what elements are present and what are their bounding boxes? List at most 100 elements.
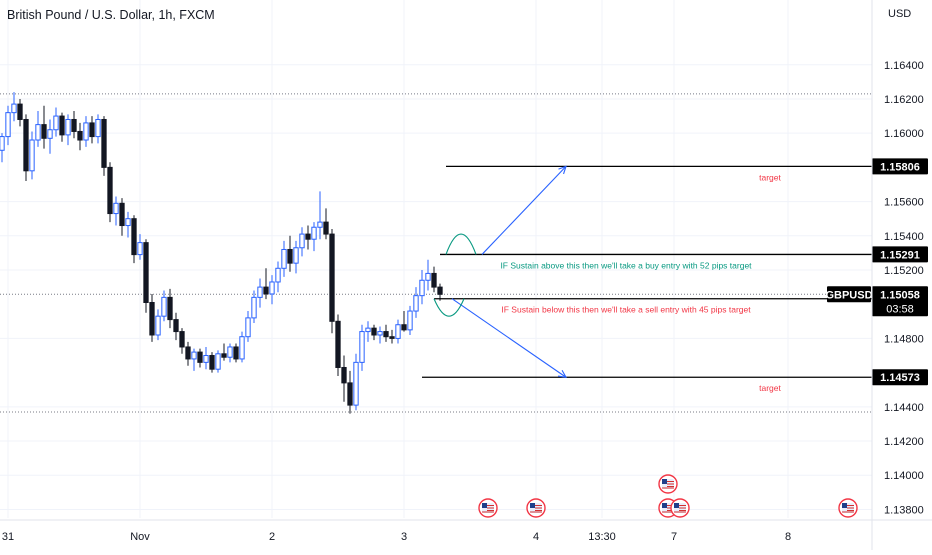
candle-body [335,320,341,368]
candle-body [257,286,263,298]
candles [0,92,443,414]
candle-body [0,136,5,151]
candle-body [53,115,59,131]
candle-body [329,233,335,322]
candle-body [413,295,419,312]
symbol-tag-text: GBPUSD [825,289,872,301]
price-tick-label: 1.13800 [884,504,924,516]
price-axis[interactable]: 1.16400 1.16200 1.16000 1.15600 1.15400 1.152… [825,0,932,550]
candle-body [35,124,41,141]
candle-body [83,122,89,141]
currency-label[interactable]: USD [888,8,912,20]
candle-body [299,233,305,249]
candle-body [281,248,287,269]
trend-arrow-head [558,165,567,175]
price-level-label-text: 1.15291 [880,249,920,261]
last-price-value: 1.15058 [880,289,920,301]
candle-body [431,272,437,288]
candle-body [167,296,173,321]
dotted-levels [0,93,872,413]
candle-body [437,286,443,295]
price-tick-label: 1.15400 [884,231,924,243]
candle-body [233,346,239,360]
candle-body [179,331,185,348]
candle-body [143,242,149,303]
annotation-text: target [759,172,781,182]
economic-event-flag-icon [658,474,678,494]
candle-body [119,202,125,227]
time-tick-label: 2 [269,531,275,543]
time-tick-label: 3 [401,531,407,543]
candle-body [215,353,221,370]
candle-body [209,355,215,370]
candle-body [101,118,107,168]
annotations: target IF Sustain above this then we'll t… [422,165,872,393]
time-axis-background [0,520,872,550]
candle-body [311,226,317,240]
candle-body [107,166,113,215]
price-level-label [872,246,928,263]
price-level-label-text: 1.14573 [880,372,920,384]
candle-body [353,361,359,406]
candle-body [11,103,17,114]
candle-body [275,267,281,283]
candle-body [359,331,365,363]
candle-body [155,315,161,336]
price-level-label [872,158,928,175]
candle-body [65,118,71,136]
price-tick-label: 1.16200 [884,94,924,106]
candle-body [389,336,395,339]
price-tick-label: 1.16000 [884,128,924,140]
event-icons [478,474,858,518]
time-tick-label: 4 [533,531,539,543]
bar-countdown: 03:58 [886,303,914,315]
candle-body [95,118,101,138]
time-tick-label: 13:30 [588,531,616,543]
candle-body [131,218,137,256]
economic-event-flag-icon [838,498,858,518]
candle-body [5,112,11,138]
candle-body [305,233,311,240]
candle-body [383,331,389,338]
candle-body [341,366,347,384]
candle-body [71,118,77,132]
economic-event-flag-icon [526,498,546,518]
candle-body [191,351,197,360]
price-tick-label: 1.14400 [884,402,924,414]
economic-event-flag-icon [478,498,498,518]
sustain-arc [433,298,465,317]
chart-title: British Pound / U.S. Dollar, 1h, FXCM [7,8,215,22]
flag-canton [662,479,667,484]
grid [0,0,872,518]
candle-body [269,281,275,295]
candle-body [227,346,233,358]
candle-body [347,382,353,406]
candle-body [371,327,377,336]
price-tick-label: 1.16400 [884,60,924,72]
candle-body [197,351,203,363]
candle-body [419,279,425,297]
price-tick-label: 1.14800 [884,333,924,345]
economic-event-flag-icon [670,498,690,518]
candle-body [323,221,329,235]
candle-body [293,247,299,264]
candle-body [161,296,167,317]
candle-body [185,346,191,360]
candle-body [77,130,83,141]
candle-body [29,139,35,172]
candle-body [377,331,383,336]
candle-body [41,124,47,139]
annotation-text: IF Sustain above this then we'll take a … [500,260,752,270]
flag-canton [482,503,487,508]
time-tick-label: 7 [671,531,677,543]
price-axis-background [872,0,932,550]
price-tick-label: 1.15200 [884,265,924,277]
last-price-label [872,286,928,317]
sustain-arc [445,233,477,255]
symbol-tag [827,286,871,303]
candle-body [137,242,143,256]
flag-canton [530,503,535,508]
